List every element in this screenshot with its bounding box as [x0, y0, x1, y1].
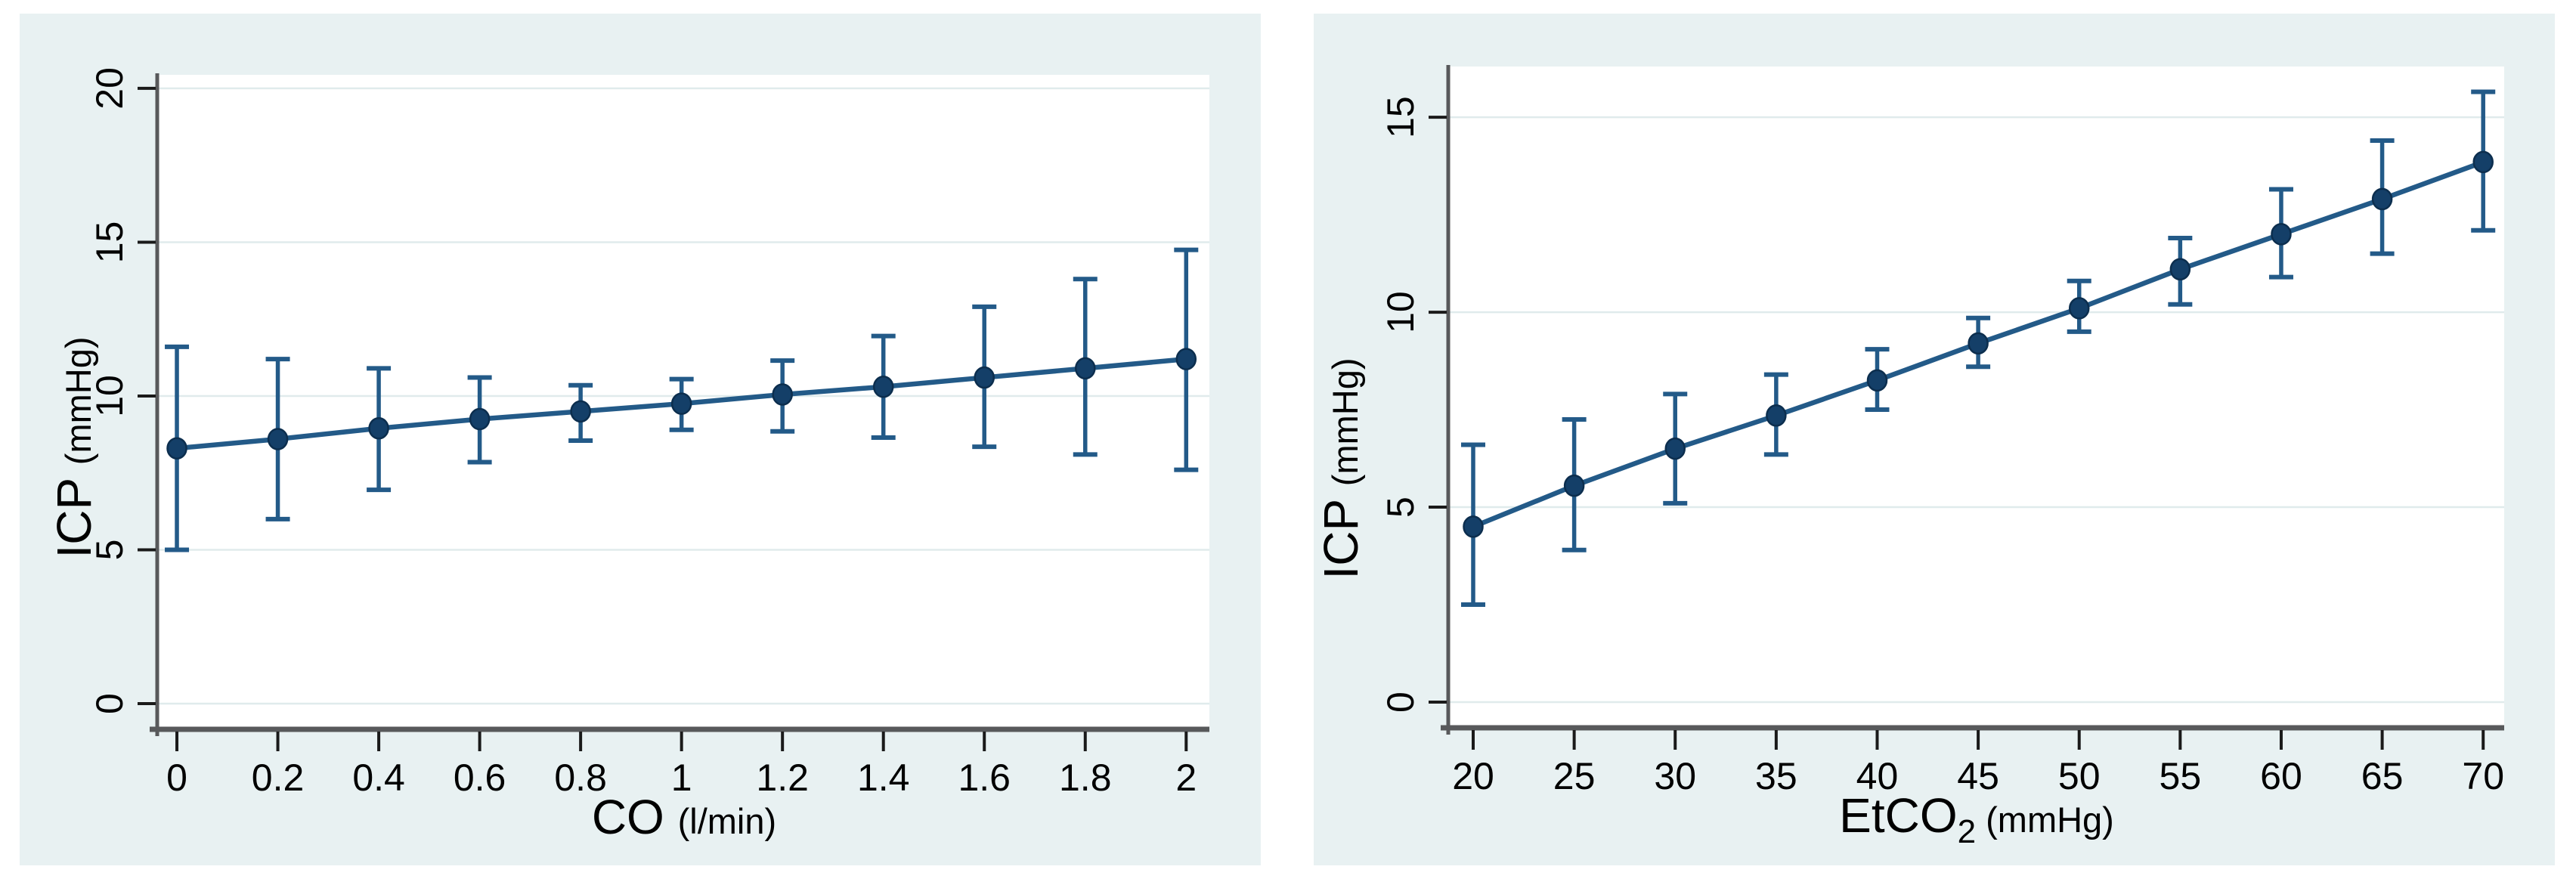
data-point-marker — [1866, 369, 1888, 392]
x-tick-label: 40 — [1856, 755, 1899, 797]
left-chart-canvas: 0 5 10 15 20 0 0.2 0.4 0.6 0.8 1 1.2 1.4 1.6 1.8 2 CO (l… — [47, 67, 1209, 844]
y-tick-label: 20 — [88, 67, 131, 110]
data-point-marker — [166, 437, 187, 460]
y-axis-title: ICP (mmHg) — [1314, 358, 1368, 580]
plot-area — [1450, 67, 2504, 726]
x-tick-label: 65 — [2361, 755, 2404, 797]
right-chart-panel: 0 5 10 15 20 25 30 35 40 45 50 55 60 65 70 EtCO2 (mmHg)… — [1314, 14, 2555, 865]
data-point-marker — [670, 392, 692, 415]
data-point-marker — [2472, 150, 2494, 174]
data-point-marker — [1463, 515, 1484, 538]
y-tick-label: 10 — [88, 375, 131, 417]
y-tick-label: 5 — [1379, 497, 1422, 518]
x-tick-label: 30 — [1654, 755, 1696, 797]
y-tick-label: 0 — [88, 693, 131, 714]
x-tick-label: 35 — [1755, 755, 1797, 797]
data-point-marker — [872, 376, 894, 398]
x-tick-label: 1.4 — [857, 757, 910, 799]
x-tick-label: 0.8 — [554, 757, 607, 799]
data-point-marker — [1664, 437, 1686, 460]
right-chart-canvas: 0 5 10 15 20 25 30 35 40 45 50 55 60 65 70 EtCO2 (mmHg)… — [1314, 65, 2504, 850]
data-point-marker — [1563, 474, 1585, 497]
y-tick-label: 15 — [1379, 96, 1422, 138]
data-point-marker — [974, 366, 995, 389]
data-point-marker — [267, 428, 289, 450]
left-chart-panel: 0 5 10 15 20 0 0.2 0.4 0.6 0.8 1 1.2 1.4 1.6 1.8 2 CO (l… — [20, 14, 1261, 865]
x-tick-label: 70 — [2462, 755, 2504, 797]
y-axis-title: ICP (mmHg) — [47, 337, 101, 559]
y-tick-label: 0 — [1379, 692, 1422, 713]
x-tick-label: 2 — [1175, 757, 1197, 799]
x-axis-title: EtCO2 (mmHg) — [1839, 788, 2114, 850]
data-point-marker — [2068, 297, 2090, 320]
x-tick-label: 1.2 — [756, 757, 809, 799]
y-tick-label: 10 — [1379, 291, 1422, 333]
x-tick-label: 55 — [2160, 755, 2202, 797]
data-point-marker — [570, 400, 591, 423]
data-point-marker — [1075, 357, 1096, 380]
x-tick-label: 1.6 — [958, 757, 1011, 799]
data-point-marker — [2169, 258, 2191, 281]
data-point-marker — [1766, 404, 1787, 427]
x-tick-label: 0.6 — [454, 757, 506, 799]
data-point-marker — [2271, 223, 2292, 246]
data-point-marker — [772, 383, 793, 406]
x-tick-label: 50 — [2058, 755, 2101, 797]
x-tick-label: 60 — [2260, 755, 2302, 797]
x-tick-label: 0.4 — [352, 757, 405, 799]
x-tick-label: 0 — [166, 757, 187, 799]
x-tick-label: 1 — [671, 757, 692, 799]
data-point-marker — [2371, 187, 2393, 211]
x-tick-label: 20 — [1452, 755, 1494, 797]
x-tick-label: 25 — [1553, 755, 1596, 797]
x-tick-label: 45 — [1957, 755, 1999, 797]
y-tick-label: 15 — [88, 221, 131, 264]
data-point-marker — [368, 416, 389, 440]
y-tick-label: 5 — [88, 540, 131, 561]
x-tick-label: 0.2 — [252, 757, 305, 799]
data-point-marker — [469, 407, 491, 431]
x-axis-title: CO (l/min) — [592, 790, 776, 844]
data-point-marker — [1968, 332, 1989, 355]
x-tick-label: 1.8 — [1059, 757, 1112, 799]
data-point-marker — [1175, 348, 1197, 370]
